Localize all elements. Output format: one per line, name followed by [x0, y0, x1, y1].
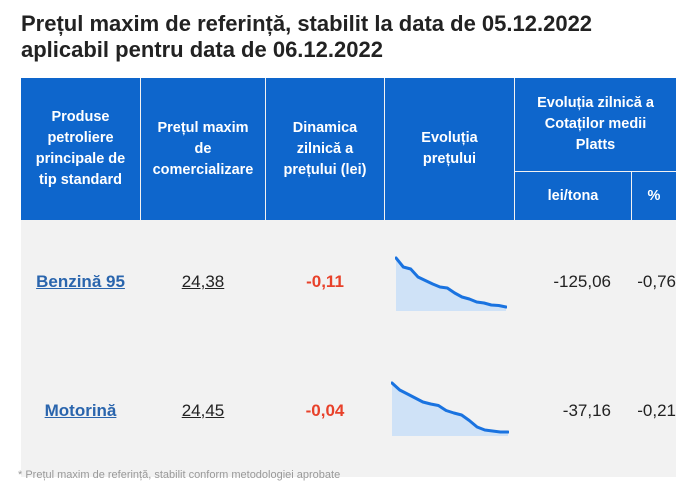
price-sparkline: [391, 381, 509, 436]
footnote: * Prețul maxim de referință, stabilit co…: [18, 469, 341, 481]
sparkline-area: [396, 258, 506, 311]
header-max-price: Prețul maxim de comercializare: [141, 78, 265, 220]
platts-lei-value: -37,16: [562, 400, 611, 420]
platts-percent-cell: -0,76: [632, 221, 676, 343]
price-table: Produse petroliere principale de tip sta…: [21, 78, 676, 477]
sparkline-line: [395, 256, 507, 309]
price-sparkline: [395, 256, 507, 311]
header-percent: %: [632, 172, 676, 220]
sparkline-cell: [385, 344, 514, 477]
sparkline-cell: [385, 221, 514, 343]
header-lei-per-ton: lei/tona: [515, 172, 631, 220]
max-price-cell: 24,45: [141, 344, 265, 477]
sparkline-line: [391, 381, 509, 434]
page-title: Prețul maxim de referință, stabilit la d…: [21, 11, 681, 63]
title-line-2: aplicabil pentru data de 06.12.2022: [21, 37, 383, 62]
header-platts: Evoluția zilnică a Cotaților medii Platt…: [515, 78, 676, 171]
header-price-evolution: Evoluția prețului: [385, 78, 514, 220]
max-price-link[interactable]: 24,38: [181, 272, 225, 291]
header-daily-dynamics: Dinamica zilnică a prețului (lei): [266, 78, 384, 220]
max-price-cell: 24,38: [141, 221, 265, 343]
platts-percent-cell: -0,21: [632, 344, 676, 477]
platts-lei-value: -125,06: [553, 272, 611, 291]
platts-lei-cell: -125,06: [515, 221, 631, 343]
daily-dynamics-cell: -0,04: [266, 344, 384, 477]
platts-percent-value: -0,21: [637, 400, 676, 420]
platts-percent-value: -0,76: [637, 272, 676, 291]
platts-lei-cell: -37,16: [515, 344, 631, 477]
header-product: Produse petroliere principale de tip sta…: [21, 78, 140, 220]
daily-dynamics-cell: -0,11: [266, 221, 384, 343]
sparkline-area: [392, 383, 508, 436]
title-line-1: Prețul maxim de referință, stabilit la d…: [21, 11, 593, 36]
product-link-benzina[interactable]: Benzină 95: [36, 272, 125, 291]
product-cell: Motorină: [21, 344, 140, 477]
max-price-link[interactable]: 24,45: [181, 400, 225, 420]
daily-dynamics-value: -0,04: [305, 400, 345, 420]
product-link-motorina[interactable]: Motorină: [44, 400, 117, 420]
product-cell: Benzină 95: [21, 221, 140, 343]
daily-dynamics-value: -0,11: [306, 272, 344, 291]
